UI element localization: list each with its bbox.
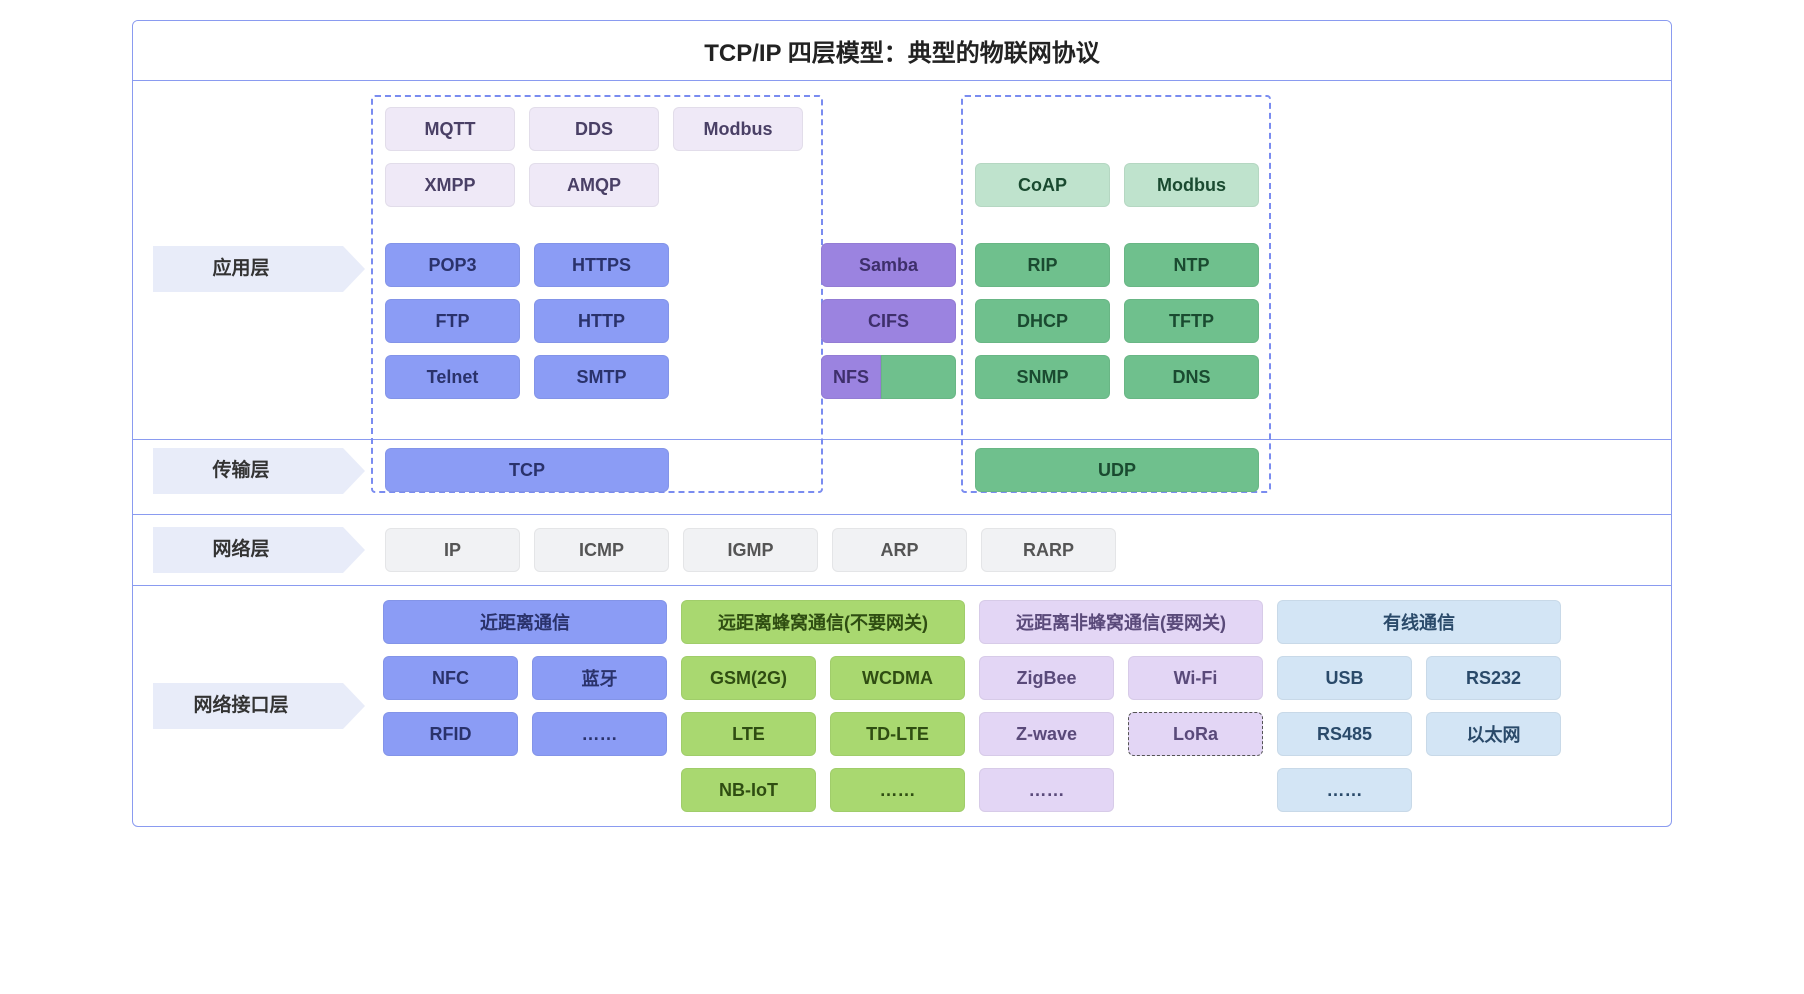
proto-rs485: RS485 [1277, 712, 1412, 756]
proto-arp: ARP [832, 528, 967, 572]
proto-nfc: NFC [383, 656, 518, 700]
proto-more3: …… [979, 768, 1114, 812]
link-g1-header: 近距离通信 [383, 600, 667, 644]
layer-transport: 传输层 TCP UDP [133, 440, 1671, 515]
link-g2-header: 远距离蜂窝通信(不要网关) [681, 600, 965, 644]
layer-network: 网络层 IP ICMP IGMP ARP RARP [133, 515, 1671, 586]
proto-igmp: IGMP [683, 528, 818, 572]
tcpip-diagram: TCP/IP 四层模型：典型的物联网协议 应用层 MQTT DDS Modbus… [132, 20, 1672, 827]
proto-eth: 以太网 [1426, 712, 1561, 756]
proto-tftp: TFTP [1124, 299, 1259, 343]
layer-label-app: 应用层 [153, 246, 343, 292]
proto-telnet: Telnet [385, 355, 520, 399]
proto-nfs-udp-side [881, 355, 956, 399]
link-group-noncellular: 远距离非蜂窝通信(要网关) ZigBee Wi-Fi Z-wave LoRa …… [979, 600, 1263, 812]
proto-tcp: TCP [385, 448, 669, 492]
proto-mqtt: MQTT [385, 107, 515, 151]
layer-label-network: 网络层 [153, 527, 343, 573]
proto-dhcp: DHCP [975, 299, 1110, 343]
diagram-title: TCP/IP 四层模型：典型的物联网协议 [133, 21, 1671, 81]
proto-wifi: Wi-Fi [1128, 656, 1263, 700]
proto-rarp: RARP [981, 528, 1116, 572]
proto-tdlte: TD-LTE [830, 712, 965, 756]
layer-label-transport: 传输层 [153, 448, 343, 494]
proto-more1: …… [532, 712, 667, 756]
proto-http: HTTP [534, 299, 669, 343]
proto-udp: UDP [975, 448, 1259, 492]
proto-rs232: RS232 [1426, 656, 1561, 700]
proto-samba: Samba [821, 243, 956, 287]
proto-lora: LoRa [1128, 712, 1263, 756]
proto-icmp: ICMP [534, 528, 669, 572]
proto-ntp: NTP [1124, 243, 1259, 287]
link-group-short: 近距离通信 NFC 蓝牙 RFID …… [383, 600, 667, 756]
proto-bt: 蓝牙 [532, 656, 667, 700]
proto-usb: USB [1277, 656, 1412, 700]
proto-https: HTTPS [534, 243, 669, 287]
proto-modbus: Modbus [673, 107, 803, 151]
proto-cifs: CIFS [821, 299, 956, 343]
proto-rfid: RFID [383, 712, 518, 756]
proto-nfs: NFS [821, 355, 881, 399]
proto-zwave: Z-wave [979, 712, 1114, 756]
proto-dns: DNS [1124, 355, 1259, 399]
proto-more2: …… [830, 768, 965, 812]
link-g4-header: 有线通信 [1277, 600, 1561, 644]
proto-ftp: FTP [385, 299, 520, 343]
link-group-cellular: 远距离蜂窝通信(不要网关) GSM(2G) WCDMA LTE TD-LTE N… [681, 600, 965, 812]
proto-xmpp: XMPP [385, 163, 515, 207]
link-g3-header: 远距离非蜂窝通信(要网关) [979, 600, 1263, 644]
proto-more4: …… [1277, 768, 1412, 812]
link-group-wired: 有线通信 USB RS232 RS485 以太网 …… [1277, 600, 1561, 812]
layer-link: 网络接口层 近距离通信 NFC 蓝牙 RFID …… 远距离蜂窝通信(不要网关)… [133, 586, 1671, 826]
proto-coap: CoAP [975, 163, 1110, 207]
proto-gsm: GSM(2G) [681, 656, 816, 700]
proto-wcdma: WCDMA [830, 656, 965, 700]
layer-application: 应用层 MQTT DDS Modbus XMPP AMQP POP3 HTTPS… [133, 81, 1671, 440]
layer-label-link: 网络接口层 [153, 683, 343, 729]
proto-nbiot: NB-IoT [681, 768, 816, 812]
proto-modbus2: Modbus [1124, 163, 1259, 207]
proto-rip: RIP [975, 243, 1110, 287]
proto-zigbee: ZigBee [979, 656, 1114, 700]
proto-snmp: SNMP [975, 355, 1110, 399]
proto-ip: IP [385, 528, 520, 572]
proto-lte: LTE [681, 712, 816, 756]
proto-dds: DDS [529, 107, 659, 151]
proto-smtp: SMTP [534, 355, 669, 399]
proto-pop3: POP3 [385, 243, 520, 287]
proto-amqp: AMQP [529, 163, 659, 207]
